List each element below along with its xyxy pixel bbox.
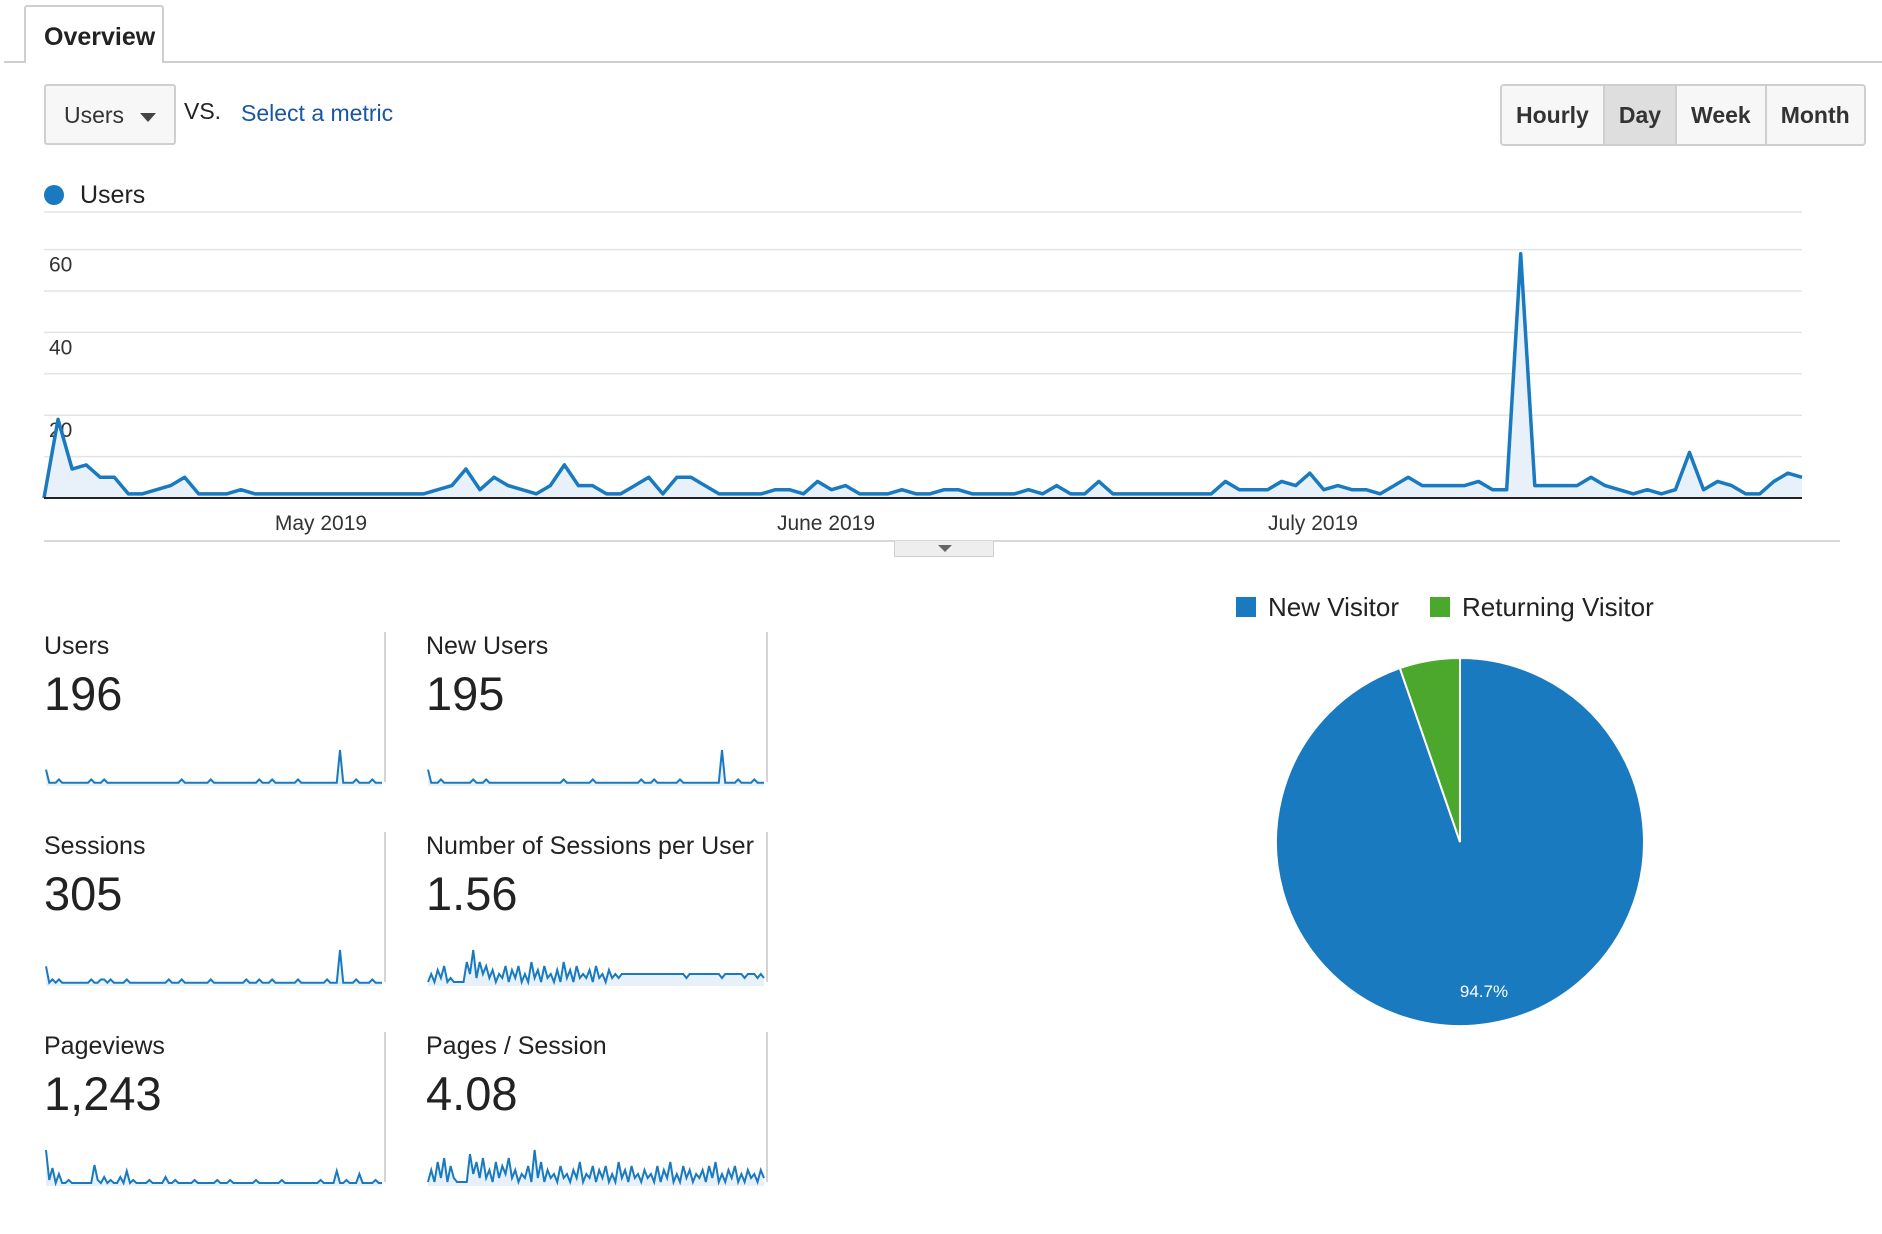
period-month-button[interactable]: Month <box>1766 86 1864 144</box>
sparkline-line <box>45 1149 382 1187</box>
scorecard-pages-per-session[interactable]: Pages / Session 4.08 <box>426 1032 768 1186</box>
pageviews-sparkline <box>45 1149 382 1187</box>
scorecard-value: 305 <box>44 867 123 920</box>
pie-legend-new-visitor: New Visitor <box>1236 592 1399 622</box>
scorecard-name: Number of Sessions per User <box>426 832 754 860</box>
new-users-sparkline <box>427 749 764 786</box>
scorecard-name: Pages / Session <box>426 1032 607 1060</box>
metric-dropdown-label: Users <box>64 102 125 128</box>
period-day-button[interactable]: Day <box>1604 86 1678 144</box>
scorecard-new-users[interactable]: New Users 195 <box>426 632 768 786</box>
scorecard-value: 196 <box>44 667 123 720</box>
sessions-sparkline <box>45 949 382 986</box>
sparkline-line <box>427 1149 765 1186</box>
returning-visitor-swatch <box>1430 597 1450 617</box>
scorecard-name: Users <box>44 632 110 660</box>
x-tick-label: June 2019 <box>777 512 875 535</box>
x-tick-label: May 2019 <box>275 512 367 535</box>
sessions-per-user-sparkline <box>427 949 765 986</box>
users-legend-label: Users <box>80 181 146 209</box>
scorecard-sessions-per-user[interactable]: Number of Sessions per User 1.56 <box>426 832 768 986</box>
users-legend-dot <box>44 185 64 205</box>
scorecard-value: 195 <box>426 667 505 720</box>
y-tick-label: 40 <box>49 336 72 359</box>
scorecard-name: New Users <box>426 632 549 660</box>
pages-per-session-sparkline <box>427 1149 765 1186</box>
visitor-type-pie-chart: 94.7% <box>1275 656 1645 1027</box>
sparkline-line <box>45 749 382 784</box>
scorecard-pageviews[interactable]: Pageviews 1,243 <box>44 1032 386 1187</box>
new-visitor-label: New Visitor <box>1268 591 1400 622</box>
tab-overview-label: Overview <box>44 23 156 51</box>
y-tick-label: 60 <box>49 254 72 277</box>
scorecard-sessions[interactable]: Sessions 305 <box>44 832 386 986</box>
period-hourly-button[interactable]: Hourly <box>1502 86 1605 144</box>
tab-bar-divider <box>4 61 1882 63</box>
metric-dropdown[interactable]: Users <box>44 84 176 145</box>
period-week-button[interactable]: Week <box>1677 86 1767 144</box>
scorecard-value: 1,243 <box>44 1067 162 1120</box>
sparkline-line <box>45 949 382 985</box>
scorecard-value: 4.08 <box>426 1067 518 1120</box>
vs-label: VS. <box>184 98 222 124</box>
scorecard-name: Pageviews <box>44 1032 165 1060</box>
sparkline-area <box>428 750 764 786</box>
users-series-line <box>42 251 1803 499</box>
select-metric-link[interactable]: Select a metric <box>241 100 394 126</box>
sparkline-line <box>427 949 765 986</box>
returning-visitor-label: Returning Visitor <box>1462 591 1654 622</box>
chevron-down-icon <box>140 113 156 122</box>
sparkline-area <box>46 950 382 986</box>
tab-bar: Overview <box>0 0 1882 63</box>
sparkline-line <box>427 749 764 784</box>
chart-collapse-toggle[interactable] <box>894 541 994 557</box>
scorecard-name: Sessions <box>44 832 146 860</box>
sparkline-area <box>46 750 382 786</box>
tab-overview[interactable]: Overview <box>24 5 164 63</box>
scorecard-users[interactable]: Users 196 <box>44 632 386 786</box>
pie-legend-returning-visitor: Returning Visitor <box>1430 592 1654 622</box>
pie-slice-returning-visitor[interactable] <box>1398 656 1461 843</box>
scorecard-value: 1.56 <box>426 867 518 920</box>
new-visitor-swatch <box>1236 597 1256 617</box>
pie-data-label: 94.7% <box>1460 982 1508 1001</box>
period-button-group: Hourly Day Week Month <box>1500 84 1866 146</box>
users-sparkline <box>45 749 382 786</box>
x-tick-label: July 2019 <box>1268 512 1358 535</box>
sparkline-area <box>46 1150 382 1186</box>
